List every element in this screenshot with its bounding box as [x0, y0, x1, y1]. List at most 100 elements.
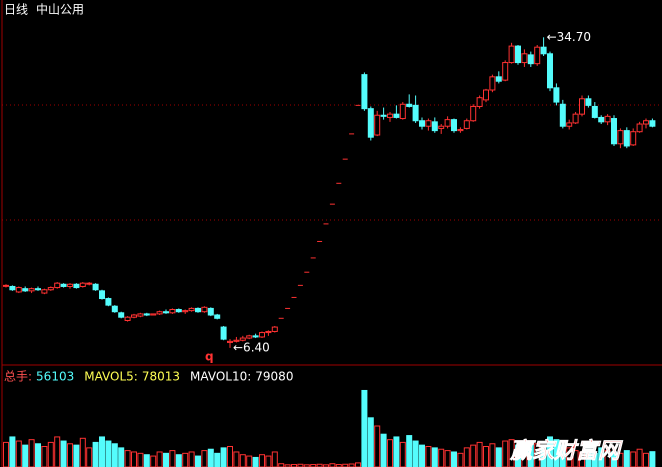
- volume-bar: [111, 443, 118, 467]
- candle-body: [406, 103, 413, 107]
- volume-bar: [291, 464, 297, 467]
- price-annotation: ←34.70: [547, 30, 591, 44]
- candle-body: [99, 290, 105, 300]
- candle-body: [617, 130, 624, 145]
- candle-body: [451, 119, 457, 132]
- volume-bar: [361, 389, 368, 467]
- candle-body: [559, 103, 566, 127]
- volume-bar: [3, 441, 9, 467]
- volume-bar: [521, 447, 528, 467]
- volume-bar: [419, 444, 425, 467]
- candle-body: [470, 105, 477, 122]
- candle-body: [137, 313, 144, 317]
- volume-bar: [425, 446, 432, 467]
- candle-body: [483, 89, 489, 101]
- candle-body: [201, 306, 208, 313]
- volume-bar: [233, 451, 240, 467]
- candle-body: [630, 131, 637, 146]
- volume-bar: [105, 440, 112, 467]
- candle-body: [508, 45, 515, 64]
- candle-body: [566, 122, 573, 127]
- volume-bar: [67, 443, 73, 467]
- volume-bar: [86, 447, 93, 467]
- volume-bar: [604, 450, 611, 467]
- candle-body: [259, 332, 265, 338]
- candle-body: [399, 103, 406, 120]
- volume-bar: [73, 444, 80, 467]
- candle-body: [649, 120, 656, 127]
- candle-body: [111, 305, 118, 313]
- volume-bar: [239, 454, 246, 467]
- volume-bar: [476, 441, 483, 467]
- candle-body: [374, 114, 381, 136]
- volume-bar: [630, 451, 637, 467]
- volume-bar: [182, 452, 189, 467]
- candle-body: [457, 129, 464, 132]
- price-panel: ←34.70 ←6.40: [3, 30, 656, 354]
- candle-body: [47, 287, 54, 291]
- volume-bar: [118, 447, 125, 467]
- volume-bar: [374, 425, 381, 467]
- volume-bar: [438, 448, 445, 467]
- candle-body: [28, 288, 35, 292]
- candle-body: [182, 310, 189, 313]
- volume-bar: [188, 451, 195, 467]
- candle-body: [534, 46, 541, 65]
- volume-bar: [380, 433, 387, 467]
- candle-body: [367, 108, 374, 138]
- candle-body: [220, 326, 227, 340]
- volume-bar: [355, 462, 361, 467]
- volume-bar: [163, 452, 169, 467]
- candle-body: [163, 311, 169, 314]
- candle-body: [553, 87, 560, 103]
- candle-body: [246, 335, 253, 339]
- candle-body: [585, 98, 592, 106]
- volume-bar: [483, 446, 489, 467]
- volume-bar: [489, 443, 496, 467]
- candle-body: [15, 287, 22, 293]
- candle-body: [124, 316, 131, 321]
- stock-name: 中山公用: [36, 2, 84, 17]
- volume-bar: [156, 451, 163, 467]
- candle-body: [207, 307, 214, 316]
- volume-bar: [579, 451, 585, 467]
- candle-body: [22, 288, 29, 292]
- volume-bar: [643, 452, 649, 467]
- volume-bar: [348, 463, 355, 467]
- candle-body: [195, 307, 201, 313]
- legend-name: MAVOL5:: [84, 370, 138, 384]
- candle-body: [579, 98, 585, 115]
- volume-bar: [92, 441, 99, 467]
- candle-body: [271, 326, 278, 332]
- volume-bar: [457, 452, 464, 467]
- volume-bar: [28, 439, 35, 467]
- volume-bar: [406, 435, 413, 467]
- candle-body: [41, 289, 48, 294]
- candle-body: [521, 53, 528, 64]
- volume-bar: [227, 446, 233, 467]
- volume-bar: [566, 447, 573, 467]
- candle-body: [463, 120, 470, 129]
- volume-bar: [60, 440, 67, 467]
- candle-body: [67, 283, 73, 287]
- period-label: 日线: [4, 3, 28, 17]
- candle-body: [419, 120, 425, 127]
- candle-body: [393, 113, 400, 118]
- legend-value: 56103: [36, 370, 74, 384]
- volume-bar: [252, 456, 259, 467]
- candle-body: [92, 283, 99, 291]
- volume-bar: [99, 436, 105, 467]
- candle-body: [73, 283, 80, 289]
- volume-bar: [35, 443, 41, 467]
- legend-name: 总手:: [4, 370, 32, 384]
- volume-bar: [220, 447, 227, 467]
- watermark: 赢家财富网: [509, 438, 623, 464]
- candle-body: [502, 62, 509, 81]
- candle-body: [86, 282, 93, 285]
- candle-body: [143, 313, 150, 316]
- volume-bar: [598, 447, 605, 467]
- candle-body: [265, 330, 272, 334]
- candle-body: [214, 314, 221, 319]
- candle-body: [54, 282, 61, 289]
- volume-bar: [495, 447, 502, 467]
